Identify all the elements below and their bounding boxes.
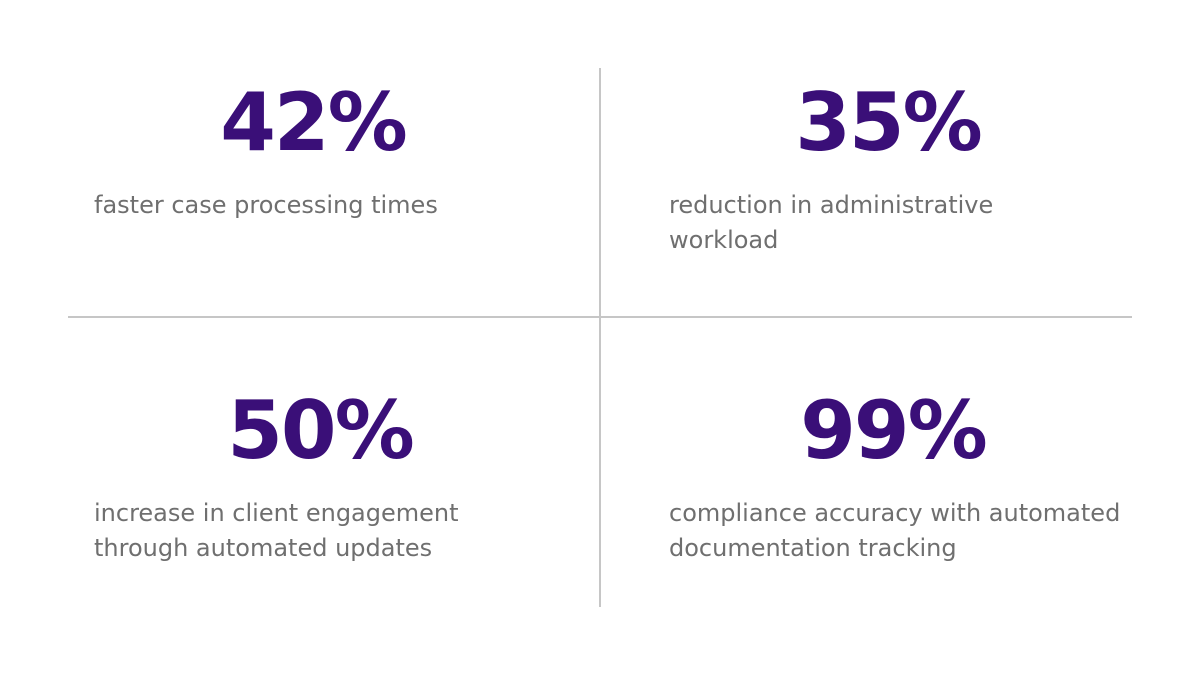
stat-description-admin-workload: reduction in administrative workload (669, 191, 994, 254)
horizontal-divider (68, 316, 1132, 318)
vertical-divider (599, 68, 601, 607)
stat-value-admin-workload: 35% (795, 76, 982, 169)
stat-value-processing-speed: 42% (220, 76, 407, 169)
stat-description-compliance-accuracy: compliance accuracy with automated docum… (669, 499, 1121, 562)
stat-value-client-engagement: 50% (227, 384, 414, 477)
stat-value-compliance-accuracy: 99% (800, 384, 987, 477)
stat-description-processing-speed: faster case processing times (94, 191, 438, 219)
stat-description-client-engagement: increase in client engagement through au… (94, 499, 459, 562)
